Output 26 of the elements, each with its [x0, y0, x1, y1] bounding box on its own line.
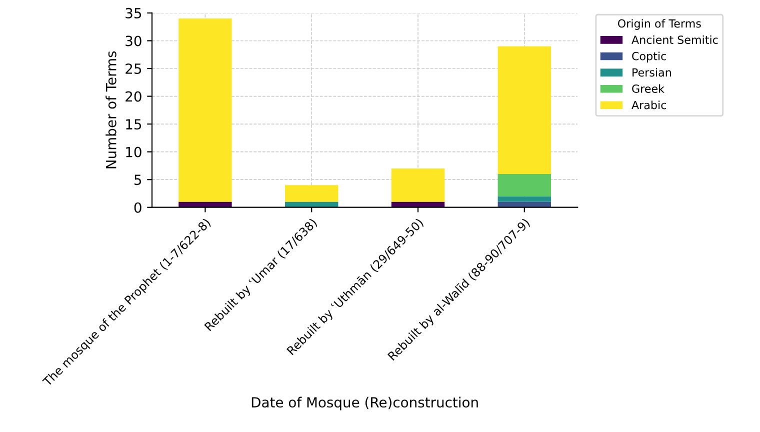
- bar: [391, 202, 445, 208]
- legend-label: Greek: [632, 84, 664, 93]
- bar: [498, 46, 551, 174]
- x-axis-title: Date of Mosque (Re)construction: [252, 396, 478, 410]
- bar: [391, 168, 445, 202]
- bar: [178, 18, 232, 202]
- y-tick-label: 15: [126, 119, 142, 130]
- y-tick-label: 0: [134, 202, 142, 213]
- legend-title: Origin of Terms: [618, 19, 701, 30]
- legend-label: Ancient Semitic: [632, 35, 718, 44]
- legend-label: Arabic: [632, 100, 666, 110]
- y-tick-label: 10: [126, 146, 142, 158]
- bar: [498, 202, 551, 208]
- legend-label: Persian: [632, 68, 671, 77]
- y-tick-label: 20: [126, 91, 142, 102]
- y-axis-title: Number of Terms: [106, 51, 116, 168]
- y-tick-label: 35: [126, 8, 142, 18]
- legend-label: Coptic: [632, 52, 666, 62]
- y-tick-label: 5: [134, 174, 142, 186]
- bar: [178, 202, 232, 208]
- y-tick-label: 25: [126, 63, 142, 74]
- bar: [285, 202, 338, 208]
- bar: [498, 196, 551, 202]
- y-tick-label: 30: [126, 36, 142, 46]
- bar: [498, 174, 551, 196]
- bar: [285, 185, 338, 202]
